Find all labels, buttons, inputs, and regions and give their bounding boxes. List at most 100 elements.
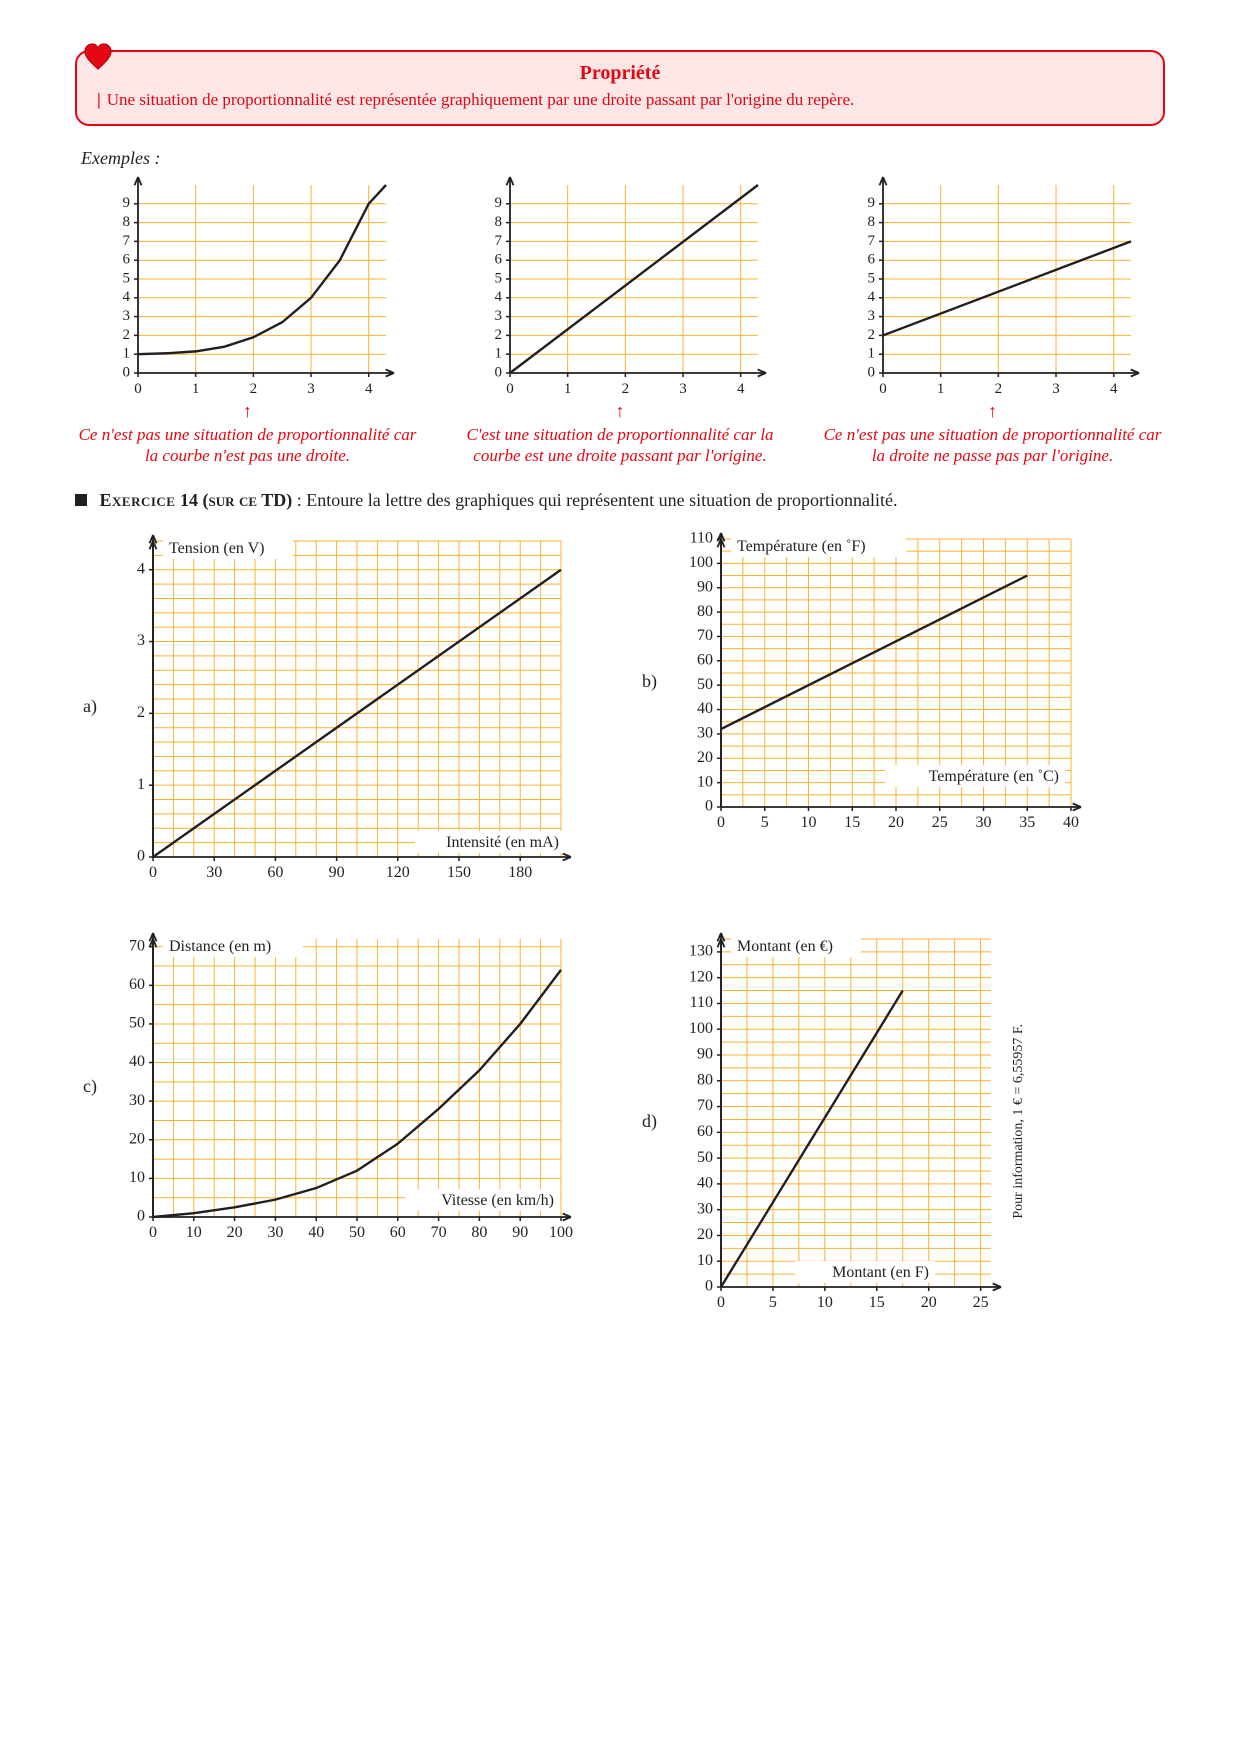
- svg-text:80: 80: [697, 1072, 713, 1089]
- examples-row: 012345678901234 ↑ Ce n'est pas une situa…: [75, 173, 1165, 467]
- svg-text:20: 20: [129, 1131, 145, 1148]
- svg-text:0: 0: [149, 864, 157, 881]
- example-chart-2: 012345678901234 ↑ C'est une situation de…: [448, 173, 793, 467]
- svg-text:1: 1: [191, 381, 199, 397]
- svg-text:2: 2: [249, 381, 256, 397]
- svg-text:Montant (en F): Montant (en F): [832, 1264, 929, 1281]
- property-text-content: Une situation de proportionnalité est re…: [107, 90, 855, 109]
- svg-text:3: 3: [307, 381, 315, 397]
- svg-text:9: 9: [495, 195, 503, 211]
- svg-text:20: 20: [697, 749, 713, 766]
- svg-text:150: 150: [447, 864, 471, 881]
- chart-cell-d: d) 0102030405060708090100110120130051015…: [635, 921, 1165, 1321]
- svg-text:3: 3: [1052, 381, 1060, 397]
- caption-arrow-2: ↑: [448, 401, 793, 422]
- svg-text:60: 60: [697, 652, 713, 669]
- svg-text:30: 30: [267, 1224, 283, 1241]
- svg-text:9: 9: [122, 195, 130, 211]
- svg-text:Tension (en V): Tension (en V): [169, 540, 264, 557]
- svg-text:2: 2: [994, 381, 1002, 397]
- svg-text:30: 30: [976, 814, 992, 831]
- svg-text:30: 30: [206, 864, 222, 881]
- svg-text:5: 5: [761, 814, 769, 831]
- caption-arrow-3: ↑: [820, 401, 1165, 422]
- svg-text:4: 4: [1109, 381, 1117, 397]
- svg-text:4: 4: [867, 289, 875, 305]
- charts-grid: a) 012340306090120150180Tension (en V)In…: [75, 521, 1165, 1321]
- svg-text:100: 100: [549, 1224, 573, 1241]
- chart-label-b: b): [635, 671, 657, 692]
- svg-text:25: 25: [932, 814, 948, 831]
- svg-text:Distance (en m): Distance (en m): [169, 938, 271, 955]
- svg-text:8: 8: [122, 214, 130, 230]
- svg-text:90: 90: [697, 579, 713, 596]
- svg-text:10: 10: [697, 1252, 713, 1269]
- svg-text:9: 9: [867, 195, 875, 211]
- chart-label-c: c): [75, 1076, 97, 1097]
- svg-text:30: 30: [129, 1092, 145, 1109]
- svg-text:2: 2: [867, 327, 875, 343]
- exercise-header: Exercice 14 (sur ce TD) : Entoure la let…: [75, 490, 1165, 511]
- exercise-name: Exercice: [100, 490, 176, 510]
- caption-1: Ce n'est pas une situation de proportion…: [75, 424, 420, 467]
- square-bullet-icon: [75, 494, 87, 506]
- svg-text:120: 120: [689, 969, 713, 986]
- svg-text:1: 1: [867, 346, 875, 362]
- svg-text:7: 7: [495, 233, 503, 249]
- svg-text:2: 2: [122, 327, 130, 343]
- svg-text:0: 0: [717, 814, 725, 831]
- svg-text:90: 90: [512, 1224, 528, 1241]
- svg-text:0: 0: [137, 848, 145, 865]
- svg-text:50: 50: [697, 676, 713, 693]
- svg-text:0: 0: [879, 381, 887, 397]
- svg-text:3: 3: [495, 308, 503, 324]
- svg-text:15: 15: [844, 814, 860, 831]
- chart-label-d: d): [635, 1111, 657, 1132]
- svg-text:40: 40: [697, 1175, 713, 1192]
- chart-cell-b: b) 0102030405060708090100110051015202530…: [635, 521, 1165, 841]
- svg-text:20: 20: [697, 1227, 713, 1244]
- svg-text:15: 15: [869, 1294, 885, 1311]
- svg-text:8: 8: [867, 214, 875, 230]
- svg-text:70: 70: [697, 1098, 713, 1115]
- heart-icon: [83, 42, 113, 72]
- svg-text:7: 7: [122, 233, 130, 249]
- caption-3: Ce n'est pas une situation de proportion…: [820, 424, 1165, 467]
- property-title: Propriété: [97, 62, 1143, 85]
- svg-text:3: 3: [137, 633, 145, 650]
- property-box: Propriété |Une situation de proportionna…: [75, 50, 1165, 126]
- svg-text:7: 7: [867, 233, 875, 249]
- svg-text:0: 0: [137, 1208, 145, 1225]
- svg-text:40: 40: [697, 701, 713, 718]
- svg-text:0: 0: [717, 1294, 725, 1311]
- svg-text:35: 35: [1019, 814, 1035, 831]
- svg-text:2: 2: [622, 381, 630, 397]
- svg-text:3: 3: [122, 308, 130, 324]
- svg-text:60: 60: [697, 1123, 713, 1140]
- svg-text:25: 25: [973, 1294, 989, 1311]
- svg-text:30: 30: [697, 1201, 713, 1218]
- svg-text:50: 50: [349, 1224, 365, 1241]
- svg-text:0: 0: [705, 1278, 713, 1295]
- svg-text:Intensité (en mA): Intensité (en mA): [446, 834, 559, 851]
- chart-cell-c: c) 0102030405060700102030405060708090100…: [75, 921, 605, 1251]
- svg-text:20: 20: [888, 814, 904, 831]
- svg-text:30: 30: [697, 725, 713, 742]
- chart-cell-a: a) 012340306090120150180Tension (en V)In…: [75, 521, 605, 891]
- svg-text:1: 1: [495, 346, 503, 362]
- examples-label: Exemples :: [81, 148, 1165, 169]
- svg-text:8: 8: [495, 214, 503, 230]
- svg-text:100: 100: [689, 554, 713, 571]
- svg-text:110: 110: [690, 995, 713, 1012]
- exercise-number: 14: [180, 490, 198, 510]
- svg-text:4: 4: [122, 289, 130, 305]
- svg-text:80: 80: [471, 1224, 487, 1241]
- svg-text:1: 1: [564, 381, 572, 397]
- svg-text:40: 40: [129, 1054, 145, 1071]
- svg-text:10: 10: [801, 814, 817, 831]
- caption-2: C'est une situation de proportionnalité …: [448, 424, 793, 467]
- svg-text:110: 110: [690, 530, 713, 547]
- svg-text:1: 1: [122, 346, 130, 362]
- svg-text:60: 60: [390, 1224, 406, 1241]
- svg-text:130: 130: [689, 943, 713, 960]
